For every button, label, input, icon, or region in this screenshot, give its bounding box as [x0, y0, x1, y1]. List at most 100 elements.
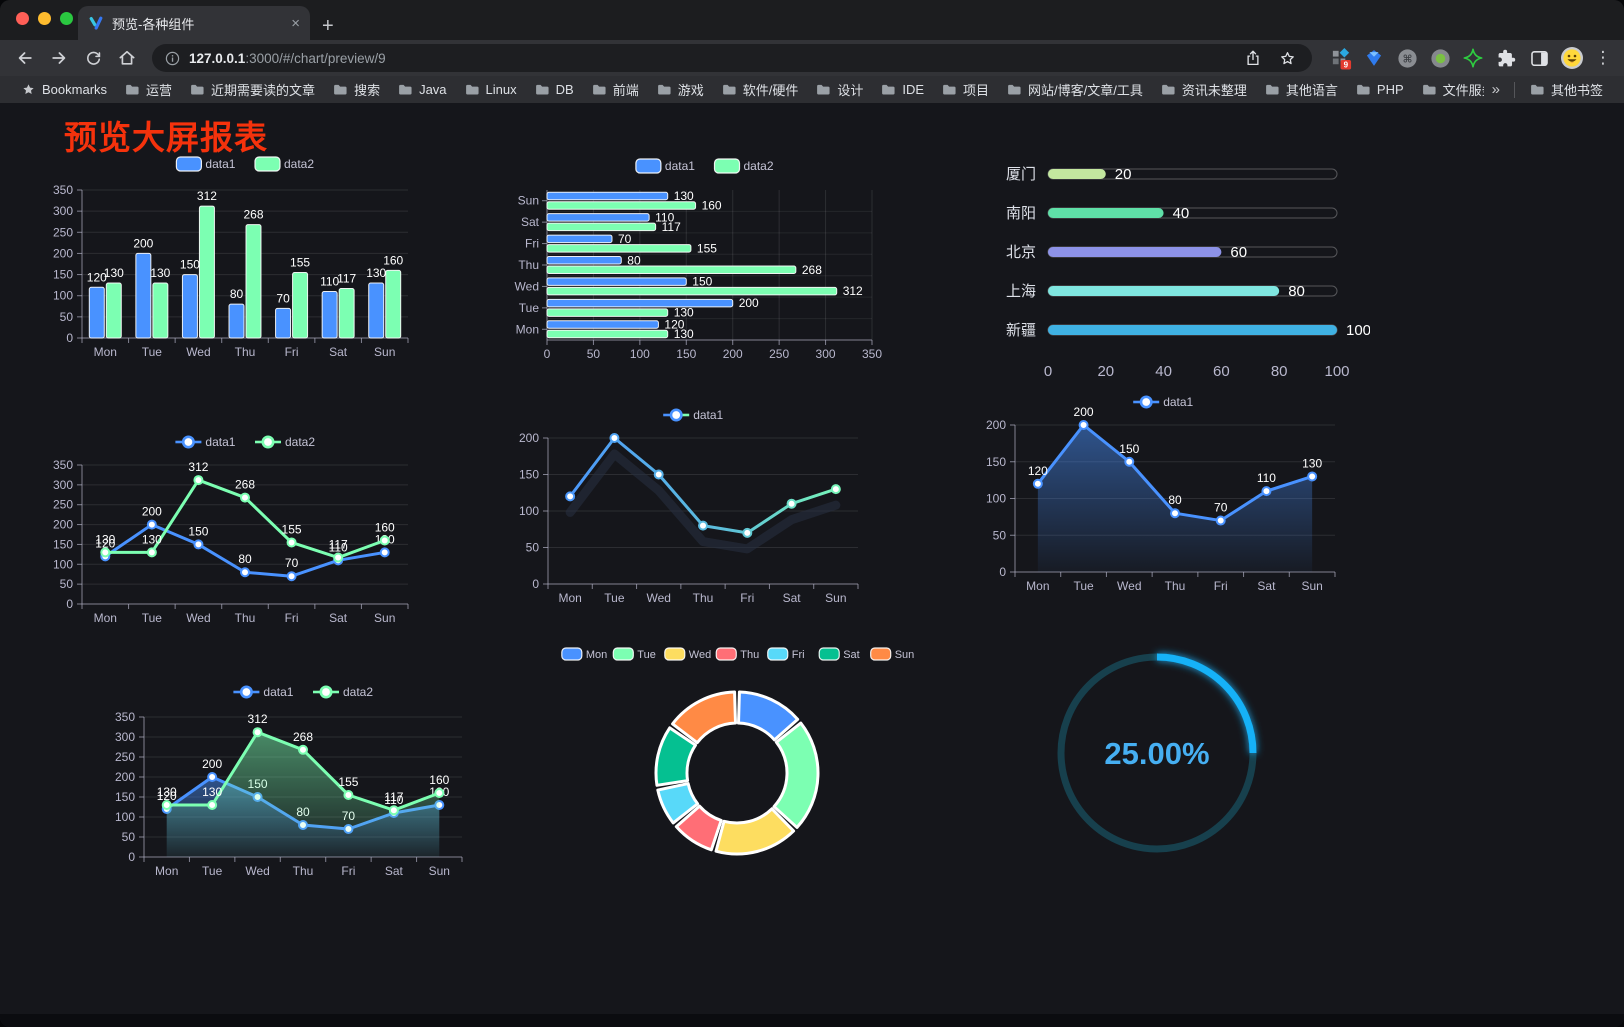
share-button[interactable]	[1240, 45, 1266, 71]
svg-text:0: 0	[1044, 363, 1052, 380]
extensions-puzzle-icon[interactable]	[1493, 45, 1519, 71]
svg-text:Fri: Fri	[792, 649, 805, 661]
url-text: 127.0.0.1:3000/#/chart/preview/9	[189, 51, 1232, 66]
folder-icon	[817, 84, 830, 95]
bookmark-item[interactable]: DB	[526, 82, 583, 97]
browser-menu-icon[interactable]: ⋮	[1594, 48, 1612, 67]
site-info-icon[interactable]	[164, 50, 181, 67]
minimize-window-button[interactable]	[38, 12, 51, 25]
svg-text:50: 50	[526, 541, 540, 555]
bookmark-item[interactable]: 搜索	[324, 80, 389, 99]
browser-tab[interactable]: 预览-各种组件 ×	[78, 6, 310, 40]
bookmark-item[interactable]: PHP	[1347, 82, 1413, 97]
bookmark-item[interactable]: 文件服务器	[1413, 80, 1484, 99]
svg-text:data1: data1	[205, 435, 235, 449]
svg-text:Sun: Sun	[1301, 579, 1322, 593]
chart-grouped-bar[interactable]: data1 data2 0 50 100 150 200 250 300 350 Mon Tue Wed…	[38, 148, 416, 376]
svg-text:80: 80	[230, 287, 244, 301]
svg-text:Wed: Wed	[186, 345, 210, 359]
bookmark-item[interactable]: Java	[389, 82, 455, 97]
emoji-extension-icon[interactable]	[1559, 45, 1585, 71]
chart-canvas: data1 0 50 100 150 200 Mon Tue Wed Thu Fri Sat Sun	[519, 408, 859, 605]
home-button[interactable]	[112, 43, 142, 73]
url-path: :3000/#/chart/preview/9	[245, 50, 386, 66]
folder-icon	[1357, 84, 1370, 95]
chart-line-gradient[interactable]: data1 0 50 100 150 200 Mon Tue Wed Thu Fri Sat Sun	[508, 403, 882, 615]
other-bookmarks[interactable]: 其他书签	[1521, 76, 1612, 103]
extension-gem-icon[interactable]	[1361, 45, 1387, 71]
svg-text:Tue: Tue	[519, 301, 540, 315]
new-tab-button[interactable]: +	[322, 15, 334, 37]
svg-text:0: 0	[544, 347, 551, 361]
back-button[interactable]	[10, 43, 40, 73]
chart-horizontal-bar[interactable]: data1 data2 0 50 100 150 200 250 300 350 Mon 120 130…	[505, 150, 888, 368]
chart-canvas: data1 0 50 100 150 200 Mon Tue Wed Thu Fri Sat Sun 12…	[986, 395, 1336, 593]
bookmark-item[interactable]: 近期需要读的文章	[181, 80, 324, 99]
bookmark-item[interactable]: 运营	[116, 80, 181, 99]
folder-icon	[191, 84, 204, 95]
svg-text:Tue: Tue	[604, 591, 625, 605]
svg-text:data1: data1	[263, 685, 293, 699]
svg-text:Fri: Fri	[1214, 579, 1228, 593]
folder-icon	[722, 84, 736, 95]
bookmark-item[interactable]: 前端	[583, 80, 648, 99]
svg-text:130: 130	[157, 785, 177, 799]
forward-button[interactable]	[44, 43, 74, 73]
svg-text:200: 200	[142, 505, 162, 519]
svg-text:350: 350	[53, 458, 73, 472]
bookmark-item[interactable]: 其他语言	[1256, 80, 1347, 99]
bookmarks-root[interactable]: Bookmarks	[12, 76, 116, 103]
svg-text:50: 50	[993, 528, 1007, 542]
svg-text:data2: data2	[284, 157, 314, 171]
svg-text:Tue: Tue	[637, 649, 656, 661]
bookmarks-bar: Bookmarks 运营 近期需要读的文章 搜索 Java Linux DB 前端 游戏 软件/…	[0, 76, 1624, 103]
extension-green-dot-icon[interactable]	[1427, 45, 1453, 71]
svg-text:100: 100	[1346, 322, 1370, 339]
folder-icon	[1266, 84, 1279, 95]
svg-text:25.00%: 25.00%	[1104, 736, 1209, 771]
svg-text:data1: data1	[693, 408, 723, 422]
svg-text:50: 50	[587, 347, 601, 361]
svg-text:160: 160	[702, 198, 722, 212]
svg-text:200: 200	[53, 518, 73, 532]
svg-text:80: 80	[627, 253, 641, 267]
bookmark-item[interactable]: 软件/硬件	[713, 80, 808, 99]
chart-gauge[interactable]: 25.00%	[1040, 638, 1275, 873]
address-bar[interactable]: 127.0.0.1:3000/#/chart/preview/9	[152, 44, 1312, 72]
bookmark-item[interactable]: 设计	[807, 80, 872, 99]
svg-text:0: 0	[66, 597, 73, 611]
bookmark-item[interactable]: 资讯未整理	[1152, 80, 1256, 99]
bookmark-item[interactable]: IDE	[872, 82, 933, 97]
chart-area-single[interactable]: data1 0 50 100 150 200 Mon Tue Wed Thu Fri Sat Sun 12…	[985, 392, 1345, 600]
chart-progress-bars[interactable]: 厦门 20 南阳 40 北京 60 上海 80 新疆 100 0 20 40 60 80 100	[995, 158, 1371, 382]
svg-text:data2: data2	[285, 435, 315, 449]
chart-area-two-series[interactable]: data1 data2 0 50 100 150 200 250 300 350 Mon Tue Wed…	[100, 678, 470, 894]
svg-text:Sat: Sat	[329, 611, 348, 625]
svg-text:117: 117	[384, 790, 403, 804]
folder-icon	[943, 84, 956, 95]
bookmark-item[interactable]: Linux	[456, 82, 526, 97]
bookmark-star-button[interactable]	[1274, 45, 1300, 71]
zoom-window-button[interactable]	[60, 12, 73, 25]
svg-text:130: 130	[150, 266, 170, 280]
bookmarks-overflow-chevron[interactable]: »	[1491, 81, 1500, 98]
tab-close-icon[interactable]: ×	[291, 14, 300, 32]
chart-line-two-series[interactable]: data1 data2 0 50 100 150 200 250 300 350 Mon Tue Wed…	[38, 428, 416, 644]
svg-text:40: 40	[1173, 205, 1190, 222]
extension-grid-icon[interactable]: 9	[1328, 45, 1354, 71]
sidebar-toggle-icon[interactable]	[1526, 45, 1552, 71]
svg-text:100: 100	[53, 289, 73, 303]
svg-text:20: 20	[1115, 166, 1132, 183]
bookmark-item[interactable]: 项目	[933, 80, 998, 99]
extension-command-icon[interactable]: ⌘	[1394, 45, 1420, 71]
svg-text:南阳: 南阳	[1006, 205, 1036, 222]
svg-text:80: 80	[1271, 363, 1288, 380]
folder-icon	[465, 84, 479, 95]
svg-text:130: 130	[104, 266, 124, 280]
bookmark-item[interactable]: 游戏	[648, 80, 713, 99]
chart-donut[interactable]: Mon Tue Wed Thu Fri Sat Sun	[545, 640, 930, 890]
close-window-button[interactable]	[16, 12, 29, 25]
reload-button[interactable]	[78, 43, 108, 73]
bookmark-item[interactable]: 网站/博客/文章/工具	[998, 80, 1152, 99]
extension-star-icon[interactable]	[1460, 45, 1486, 71]
